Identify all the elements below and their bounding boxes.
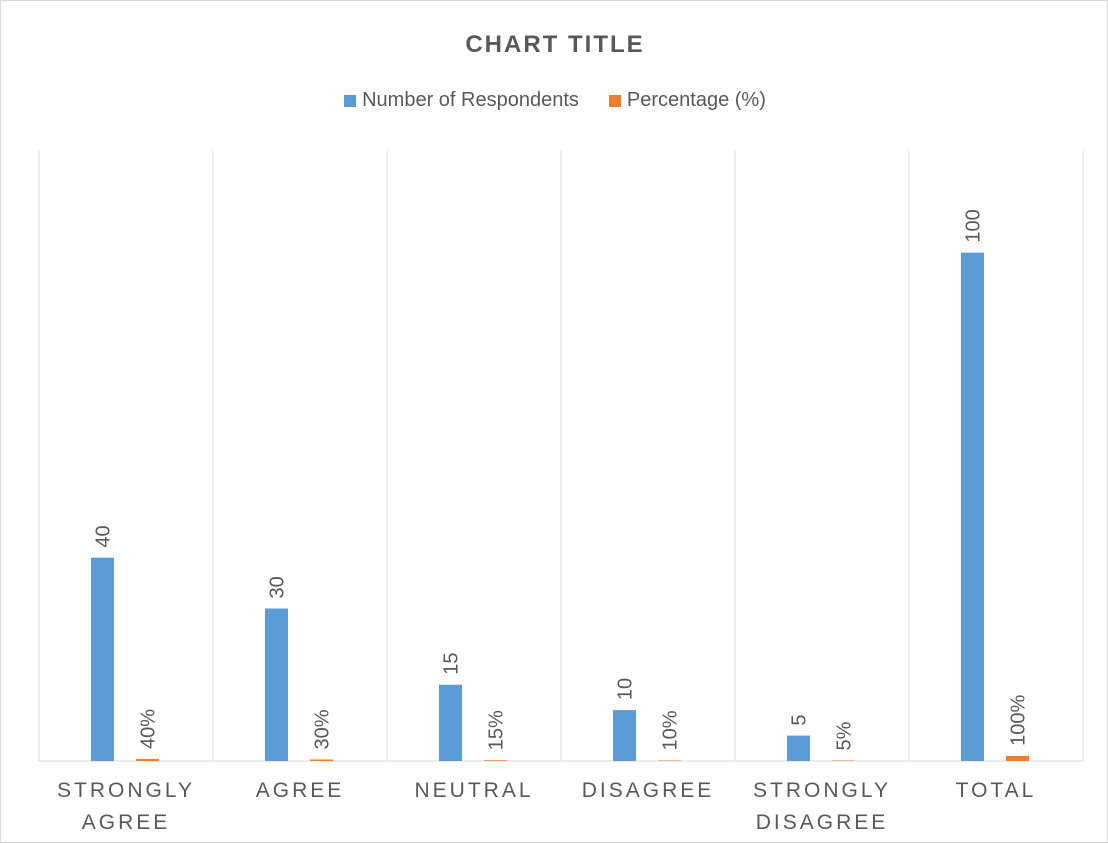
bar-respondents [91, 557, 114, 761]
category-label: DISAGREE [582, 779, 715, 802]
bar-percentage [484, 760, 507, 761]
data-label-respondents: 10 [615, 678, 637, 700]
legend-swatch-respondents [344, 94, 357, 107]
category-label: STRONGLY [57, 779, 195, 802]
bar-respondents [439, 684, 462, 761]
data-label-percentage: 5% [834, 721, 856, 750]
bar-respondents [265, 608, 288, 761]
legend-entry-percentage: Percentage (%) [608, 89, 766, 112]
data-label-respondents: 40 [93, 525, 115, 547]
category-label: TOTAL [956, 779, 1037, 802]
data-label-respondents: 30 [267, 576, 289, 598]
legend-label-percentage: Percentage (%) [626, 89, 766, 111]
bar-percentage [310, 759, 333, 761]
legend-label-respondents: Number of Respondents [362, 89, 579, 111]
data-label-respondents: 100 [963, 209, 985, 242]
bar-respondents [961, 252, 984, 761]
legend: Number of Respondents Percentage (%) [1, 89, 1108, 112]
data-label-percentage: 10% [660, 710, 682, 750]
category-label: AGREE [256, 779, 345, 802]
chart-title: CHART TITLE [465, 31, 645, 58]
data-label-respondents: 15 [441, 653, 463, 675]
category-label: DISAGREE [756, 811, 889, 834]
data-label-percentage: 15% [486, 710, 508, 750]
bar-percentage [136, 758, 159, 761]
bar-percentage [658, 760, 681, 761]
category-label: STRONGLY [753, 779, 891, 802]
bar-percentage [832, 760, 855, 761]
bar-respondents [787, 735, 810, 761]
data-label-percentage: 30% [312, 709, 334, 749]
data-label-respondents: 5 [789, 714, 811, 725]
bar-percentage [1006, 755, 1029, 761]
category-label: AGREE [82, 811, 171, 834]
data-label-percentage: 40% [138, 709, 160, 749]
category-label: NEUTRAL [414, 779, 533, 802]
data-label-percentage: 100% [1008, 695, 1030, 746]
legend-swatch-percentage [608, 94, 621, 107]
bar-respondents [613, 710, 636, 761]
legend-entry-respondents: Number of Respondents [344, 89, 579, 112]
